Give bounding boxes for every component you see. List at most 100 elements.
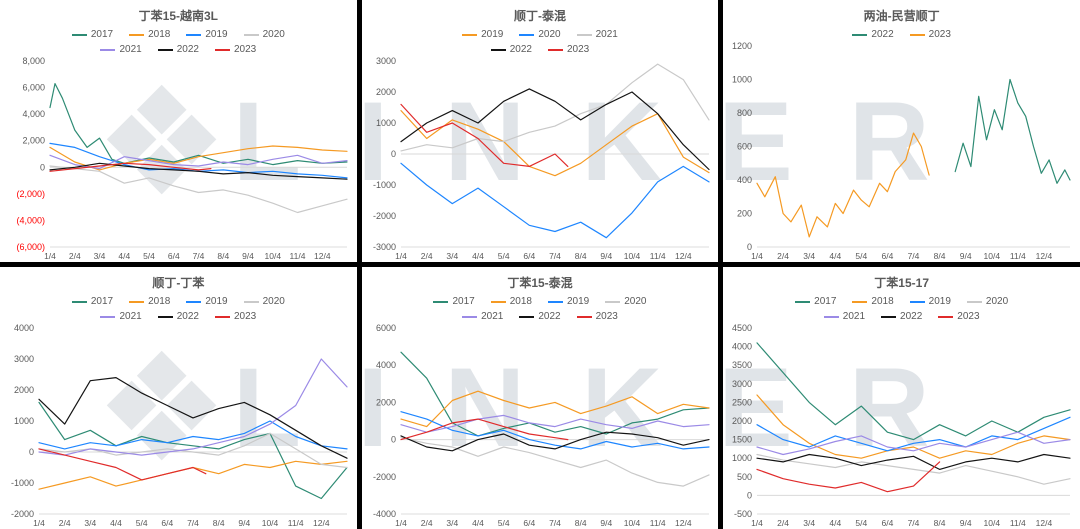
svg-text:-1000: -1000 bbox=[373, 180, 396, 190]
legend-swatch bbox=[157, 316, 173, 318]
legend-swatch bbox=[490, 301, 506, 303]
svg-text:7/4: 7/4 bbox=[908, 251, 920, 261]
svg-text:6/4: 6/4 bbox=[882, 518, 894, 528]
svg-text:6,000: 6,000 bbox=[22, 83, 45, 93]
svg-text:2/4: 2/4 bbox=[778, 251, 790, 261]
svg-text:11/4: 11/4 bbox=[649, 518, 665, 528]
legend-item: 2022 bbox=[157, 311, 199, 323]
chart-title: 丁苯15-17 bbox=[874, 276, 929, 290]
svg-text:10/4: 10/4 bbox=[265, 251, 282, 261]
legend-swatch bbox=[795, 301, 811, 303]
svg-text:0: 0 bbox=[747, 490, 752, 500]
svg-text:4/4: 4/4 bbox=[830, 518, 842, 528]
svg-text:12/4: 12/4 bbox=[313, 518, 330, 528]
svg-text:4/4: 4/4 bbox=[118, 251, 130, 261]
chart-plot: 3000 2000 1000 0 -1000 -2000 -3000 1/4 2/4 3/4 4/4… bbox=[362, 56, 719, 262]
legend-item: 2019 bbox=[186, 296, 228, 308]
legend-swatch bbox=[186, 301, 202, 303]
chart-canvas: 8,000 6,000 4,000 2,000 0 (2,000) (4,000) (6,00… bbox=[16, 56, 348, 261]
legend-item: 2017 bbox=[71, 296, 113, 308]
svg-text:9/4: 9/4 bbox=[242, 251, 254, 261]
svg-text:1000: 1000 bbox=[732, 453, 752, 463]
svg-text:7/4: 7/4 bbox=[908, 518, 920, 528]
legend-item: 2020 bbox=[966, 296, 1008, 308]
svg-text:7/4: 7/4 bbox=[193, 251, 205, 261]
svg-text:4/4: 4/4 bbox=[472, 518, 484, 528]
svg-text:0: 0 bbox=[391, 149, 396, 159]
legend-item: 2022 bbox=[881, 311, 922, 323]
svg-text:1/4: 1/4 bbox=[44, 251, 56, 261]
svg-text:1/4: 1/4 bbox=[751, 518, 763, 528]
chart-canvas: 4500 4000 3500 3000 2500 2000 1500 1000 500 0 -500… bbox=[732, 323, 1071, 528]
legend-swatch bbox=[100, 316, 116, 318]
svg-text:-4000: -4000 bbox=[373, 509, 396, 519]
panel-sbr15-vietnam3l: 丁苯15-越南3L 2017 2018 2019 2020 2021 2022 2023 8… bbox=[0, 0, 357, 262]
legend-swatch bbox=[909, 301, 925, 303]
svg-text:10/4: 10/4 bbox=[623, 251, 640, 261]
legend-item: 2018 bbox=[490, 296, 532, 308]
svg-text:500: 500 bbox=[737, 472, 752, 482]
legend-swatch bbox=[966, 301, 982, 303]
svg-text:0: 0 bbox=[29, 447, 34, 457]
svg-text:10/4: 10/4 bbox=[984, 518, 1001, 528]
svg-text:4/4: 4/4 bbox=[830, 251, 842, 261]
panel-twooils-private-br: 两油-民营顺丁 2022 2023 1200 1000 800 600 400 200 0 1/… bbox=[723, 0, 1080, 262]
legend-item: 2023 bbox=[214, 44, 256, 56]
legend-item: 2018 bbox=[852, 296, 894, 308]
svg-text:2000: 2000 bbox=[732, 416, 752, 426]
svg-text:2/4: 2/4 bbox=[69, 251, 81, 261]
svg-text:3/4: 3/4 bbox=[94, 251, 106, 261]
svg-text:5/4: 5/4 bbox=[143, 251, 155, 261]
svg-text:2,000: 2,000 bbox=[22, 136, 45, 146]
svg-text:10/4: 10/4 bbox=[623, 518, 640, 528]
svg-text:5/4: 5/4 bbox=[856, 251, 868, 261]
panel-br-sbr: 顺丁-丁苯 2017 2018 2019 2020 2021 2022 2023 4000 3… bbox=[0, 267, 357, 529]
panel-br-thaimix: 顺丁-泰混 2019 2020 2021 2022 2023 3000 2000 1000 0… bbox=[361, 0, 719, 262]
legend-item: 2020 bbox=[519, 29, 561, 41]
legend-item: 2021 bbox=[462, 311, 503, 323]
svg-text:8/4: 8/4 bbox=[213, 518, 225, 528]
chart-title: 丁苯15-越南3L bbox=[138, 9, 218, 23]
legend-swatch bbox=[576, 316, 592, 318]
legend-swatch bbox=[823, 316, 839, 318]
legend-swatch bbox=[490, 49, 506, 51]
chart-title: 两油-民营顺丁 bbox=[863, 9, 940, 23]
svg-text:11/4: 11/4 bbox=[1010, 518, 1026, 528]
legend-swatch bbox=[214, 49, 230, 51]
svg-text:800: 800 bbox=[737, 108, 752, 118]
svg-text:5/4: 5/4 bbox=[497, 518, 509, 528]
svg-text:3/4: 3/4 bbox=[84, 518, 96, 528]
legend-item: 2022 bbox=[157, 44, 199, 56]
legend-item: 2020 bbox=[243, 29, 285, 41]
svg-text:6/4: 6/4 bbox=[523, 251, 535, 261]
legend-swatch bbox=[71, 301, 87, 303]
svg-text:9/4: 9/4 bbox=[960, 518, 972, 528]
svg-text:4500: 4500 bbox=[732, 323, 752, 333]
svg-text:200: 200 bbox=[737, 209, 752, 219]
svg-text:8/4: 8/4 bbox=[934, 518, 946, 528]
chart-legend: 2017 2018 2019 2020 2021 2022 2023 bbox=[47, 29, 309, 56]
svg-text:(2,000): (2,000) bbox=[16, 189, 45, 199]
svg-text:6/4: 6/4 bbox=[161, 518, 173, 528]
svg-text:5/4: 5/4 bbox=[136, 518, 148, 528]
svg-text:12/4: 12/4 bbox=[314, 251, 331, 261]
chart-title: 顺丁-丁苯 bbox=[152, 276, 205, 290]
svg-text:4/4: 4/4 bbox=[110, 518, 122, 528]
chart-legend: 2019 2020 2021 2022 2023 bbox=[437, 29, 642, 56]
chart-legend: 2017 2018 2019 2020 2021 2022 2023 bbox=[409, 296, 671, 323]
legend-swatch bbox=[576, 34, 592, 36]
svg-text:10/4: 10/4 bbox=[984, 251, 1001, 261]
svg-text:8/4: 8/4 bbox=[574, 518, 586, 528]
chart-plot: 4000 3000 2000 1000 0 -1000 -2000 1/4 2/4 3/4 4/4 5… bbox=[0, 323, 357, 529]
legend-swatch bbox=[909, 34, 925, 36]
svg-text:1000: 1000 bbox=[14, 416, 34, 426]
svg-text:3000: 3000 bbox=[732, 379, 752, 389]
chart-legend: 2017 2018 2019 2020 2021 2022 2023 bbox=[47, 296, 309, 323]
legend-item: 2021 bbox=[100, 44, 142, 56]
svg-text:8/4: 8/4 bbox=[934, 251, 946, 261]
svg-text:4/4: 4/4 bbox=[472, 251, 484, 261]
svg-text:600: 600 bbox=[737, 142, 752, 152]
